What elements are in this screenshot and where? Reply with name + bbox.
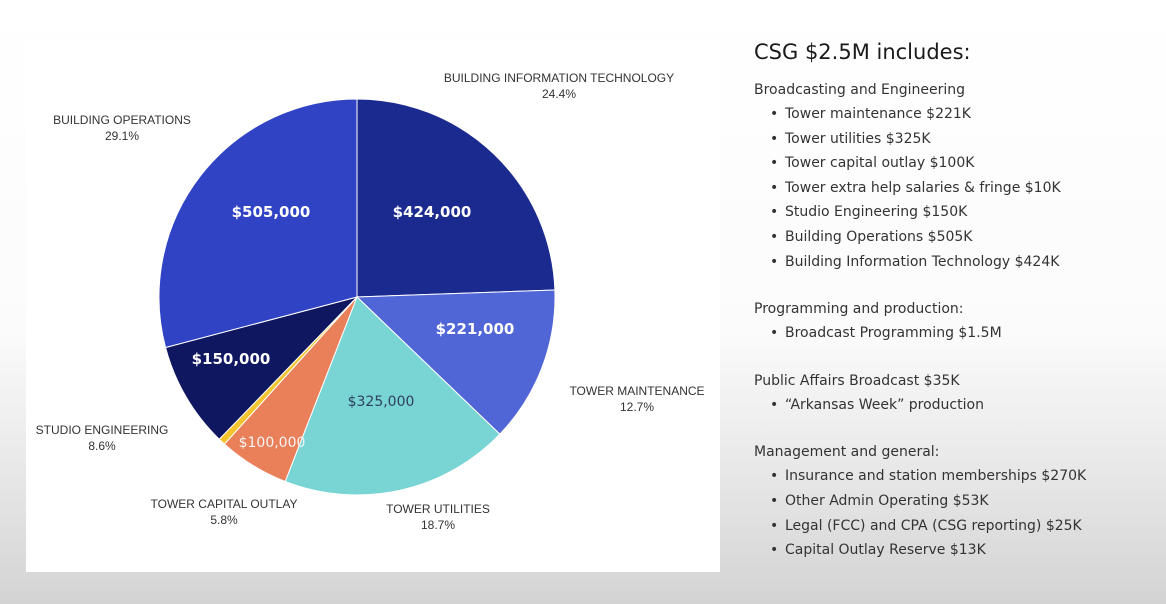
slice-percent-label: 24.4% (542, 87, 576, 101)
slice-percent-label: 29.1% (105, 129, 139, 143)
slice-value-label: $150,000 (192, 350, 271, 368)
slice-category-label: BUILDING OPERATIONS (53, 113, 191, 127)
pie-slice (355, 289, 556, 435)
slice-value-label: $325,000 (348, 394, 415, 410)
pie-slice (158, 98, 358, 349)
slice-percent-label: 18.7% (421, 518, 455, 532)
slice-percent-label: 5.8% (210, 513, 238, 527)
slice-category-label: TOWER CAPITAL OUTLAY (151, 497, 298, 511)
list-item: Broadcast Programming $1.5M (768, 321, 1160, 346)
list-item: Tower maintenance $221K (768, 102, 1160, 127)
section-heading-management: Management and general: (754, 444, 940, 461)
list-item: Studio Engineering $150K (768, 200, 1160, 225)
slice-category-label: TOWER MAINTENANCE (569, 384, 704, 398)
list-item: Building Information Technology $424K (768, 250, 1160, 275)
summary-title: CSG $2.5M includes: (754, 40, 971, 64)
broadcasting-list: Tower maintenance $221K Tower utilities … (740, 102, 1160, 274)
public-affairs-list: “Arkansas Week” production (740, 393, 1160, 418)
management-list: Insurance and station memberships $270K … (740, 464, 1160, 562)
pie-chart: $424,000 BUILDING INFORMATION TECHNOLOGY 2… (36, 71, 705, 532)
list-item: Insurance and station memberships $270K (768, 464, 1160, 489)
list-item: Other Admin Operating $53K (768, 489, 1160, 514)
list-item: Capital Outlay Reserve $13K (768, 538, 1160, 563)
section-heading-public-affairs: Public Affairs Broadcast $35K (754, 372, 960, 389)
slice-percent-label: 12.7% (620, 400, 654, 414)
section-heading-broadcasting: Broadcasting and Engineering (754, 82, 966, 98)
pie-slice (164, 296, 359, 440)
slice-category-label: TOWER UTILITIES (386, 502, 490, 516)
list-item: “Arkansas Week” production (768, 393, 1160, 418)
list-item: Building Operations $505K (768, 225, 1160, 250)
list-item: Tower extra help salaries & fringe $10K (768, 176, 1160, 201)
pie-chart-panel: $424,000 BUILDING INFORMATION TECHNOLOGY 2… (26, 42, 720, 572)
slice-value-label: $100,000 (239, 435, 306, 451)
list-item: Legal (FCC) and CPA (CSG reporting) $25K (768, 514, 1160, 539)
slice-category-label: BUILDING INFORMATION TECHNOLOGY (444, 71, 674, 85)
slice-value-label: $221,000 (436, 320, 515, 338)
slice-category-label: STUDIO ENGINEERING (36, 423, 169, 437)
slice-value-label: $505,000 (232, 203, 311, 221)
summary-panel: CSG $2.5M includes: Broadcasting and Eng… (740, 40, 1160, 563)
pie-slice (284, 296, 501, 496)
slice-percent-label: 8.6% (88, 439, 116, 453)
pie-slice (356, 98, 556, 298)
list-item: Tower capital outlay $100K (768, 151, 1160, 176)
programming-list: Broadcast Programming $1.5M (740, 321, 1160, 346)
section-heading-programming: Programming and production: (754, 301, 964, 318)
slice-value-label: $424,000 (393, 203, 472, 221)
list-item: Tower utilities $325K (768, 127, 1160, 152)
